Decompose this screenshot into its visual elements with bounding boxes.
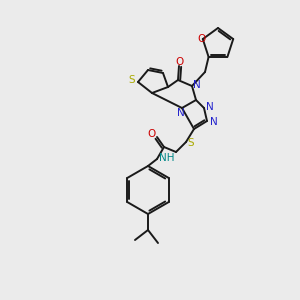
Text: N: N: [177, 108, 185, 118]
Text: S: S: [188, 138, 194, 148]
Text: S: S: [129, 75, 135, 85]
Text: N: N: [210, 117, 218, 127]
Text: N: N: [206, 102, 214, 112]
Text: O: O: [198, 34, 206, 44]
Text: N: N: [193, 80, 201, 90]
Text: O: O: [148, 129, 156, 139]
Text: NH: NH: [159, 153, 175, 163]
Text: O: O: [176, 57, 184, 67]
